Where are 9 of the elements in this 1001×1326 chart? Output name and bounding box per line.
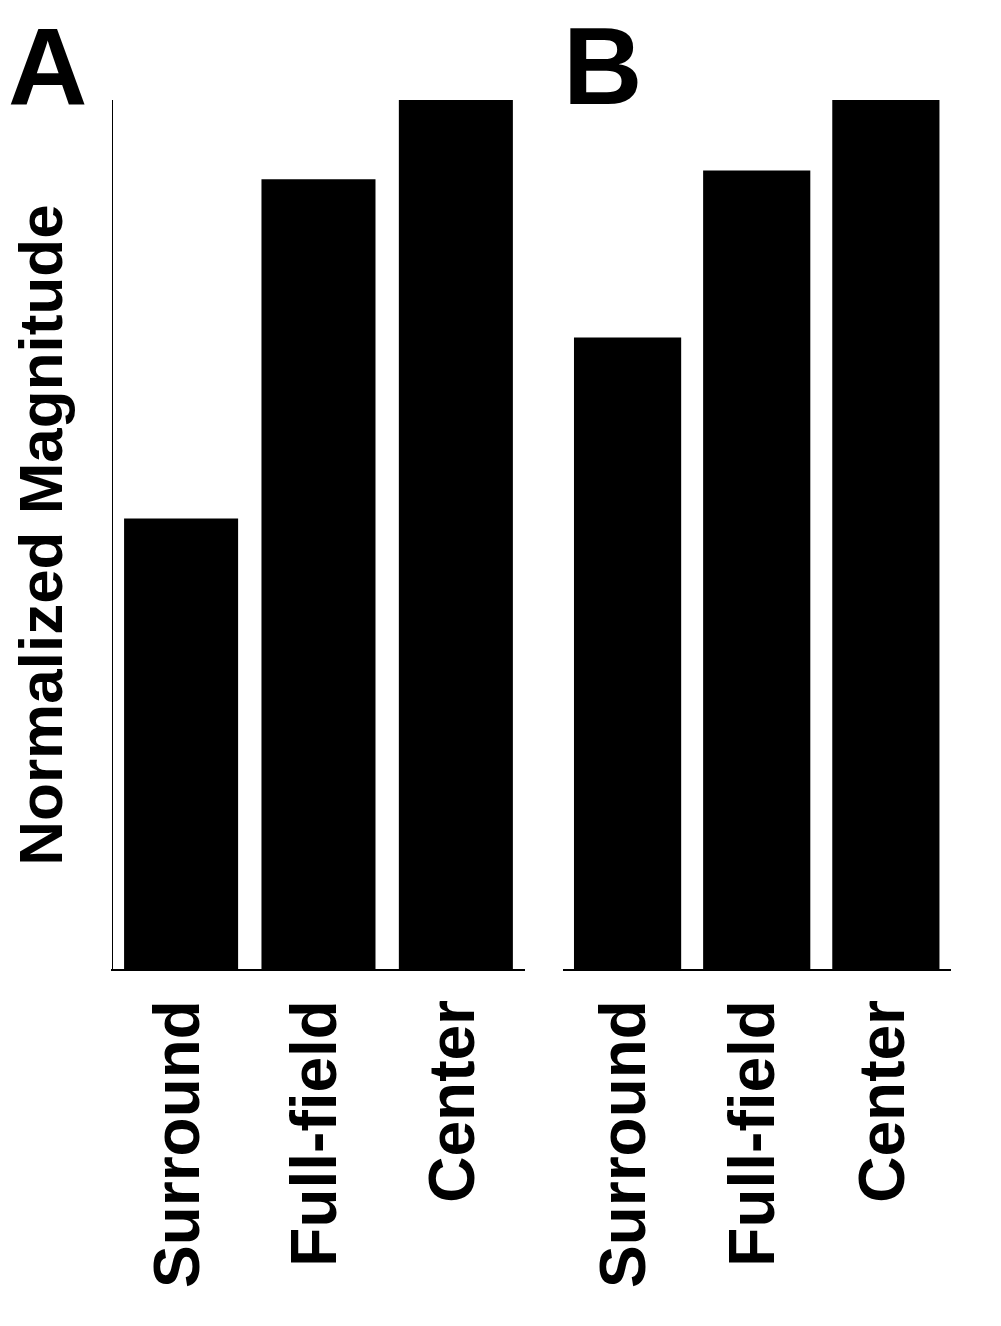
x-tick-label: Surround: [587, 1000, 660, 1288]
chart-title: B: [563, 4, 643, 128]
x-tick-label: Full-field: [716, 1000, 789, 1267]
x-tick-label: Center: [415, 1000, 488, 1203]
chart-title: A: [8, 4, 88, 128]
x-tick-label: Full-field: [278, 1000, 351, 1267]
y-axis-title: Normalized Magnitude: [6, 204, 76, 866]
x-tick-label: Surround: [140, 1000, 213, 1288]
x-tick-label: Center: [845, 1000, 918, 1203]
